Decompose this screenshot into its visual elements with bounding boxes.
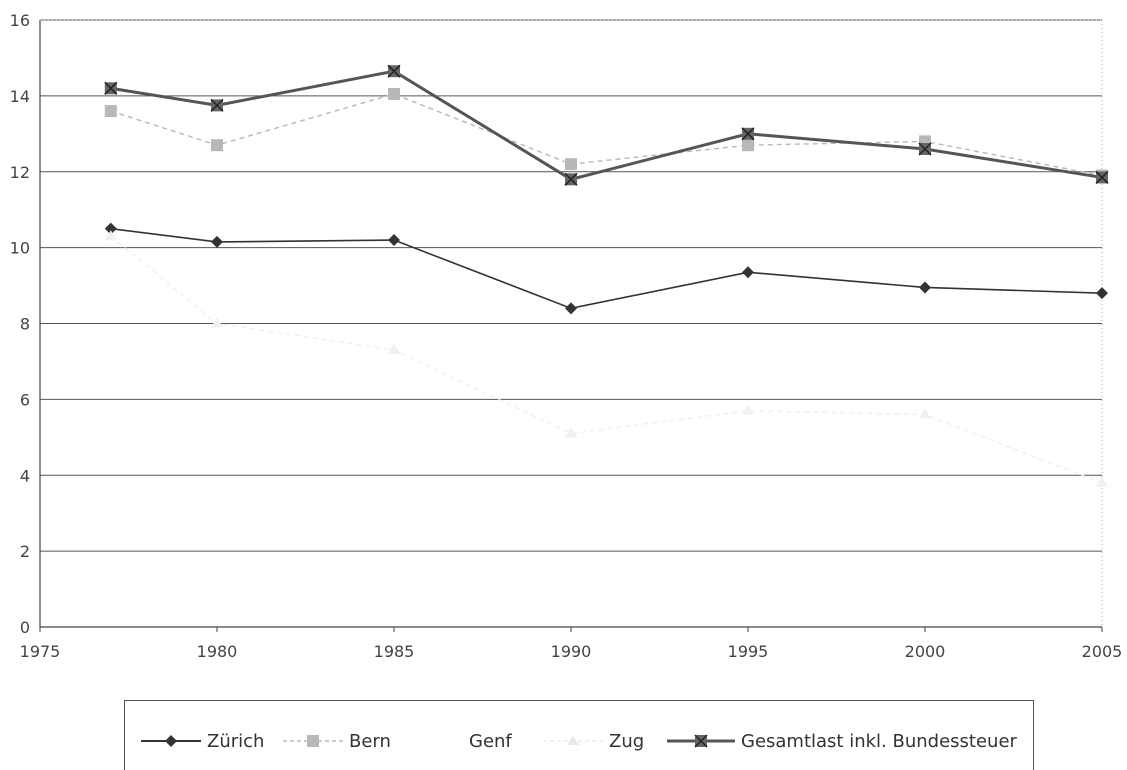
point-gesamtlast-inkl-bundessteuer-cross xyxy=(104,81,118,95)
point-z-rich xyxy=(388,234,400,247)
y-tick-label: 10 xyxy=(10,239,30,258)
series-line-gesamtlast-inkl-bundessteuer xyxy=(110,69,1103,181)
point-bern xyxy=(742,139,754,152)
x-tick-label: 1975 xyxy=(20,642,61,661)
legend-label-genf: Genf xyxy=(469,730,512,752)
legend-item-bern: Bern xyxy=(281,729,391,753)
series-line-z-rich xyxy=(110,227,1103,310)
x-tick-label: 2005 xyxy=(1082,642,1123,661)
point-zug xyxy=(388,344,400,355)
point-gesamtlast-inkl-bundessteuer-cross xyxy=(918,142,932,156)
y-tick-labels: 0 2 4 6 8 10 12 14 16 xyxy=(10,11,30,637)
series-line-bern xyxy=(110,93,1103,177)
legend-marker-bern xyxy=(283,735,343,747)
point-bern xyxy=(565,158,577,171)
x-tick-label: 1990 xyxy=(551,642,592,661)
legend-item-zug: Zug xyxy=(541,729,644,753)
point-bern xyxy=(104,105,117,118)
axes xyxy=(39,19,1103,632)
legend-item-gesamtlast: Gesamtlast inkl. Bundessteuer xyxy=(665,729,1017,753)
point-z-rich xyxy=(1096,287,1108,300)
x-tick-label: 1995 xyxy=(728,642,769,661)
point-z-rich xyxy=(919,281,931,294)
legend-marker-genf xyxy=(401,731,465,751)
y-tick-label: 8 xyxy=(20,315,30,334)
legend-label-zurich: Zürich xyxy=(207,730,265,752)
x-tick-label: 1985 xyxy=(374,642,415,661)
legend-marker-zug xyxy=(543,736,603,745)
line-chart: 0 2 4 6 8 10 12 14 16 1975 1980 1985 1990 1995 2000 20… xyxy=(10,11,1123,661)
point-z-rich xyxy=(565,302,577,315)
point-bern xyxy=(388,87,400,100)
legend-label-gesamtlast: Gesamtlast inkl. Bundessteuer xyxy=(741,730,1017,752)
y-tick-label: 14 xyxy=(10,87,30,106)
legend-item-genf: Genf xyxy=(401,729,512,753)
series-lines xyxy=(104,64,1109,487)
legend-marker-gesamtlast xyxy=(667,734,735,748)
series-line-zug xyxy=(110,235,1103,484)
y-tick-label: 16 xyxy=(10,11,30,30)
point-z-rich xyxy=(742,266,754,279)
y-tick-label: 0 xyxy=(20,618,30,637)
point-gesamtlast-inkl-bundessteuer-cross xyxy=(564,172,578,186)
y-tick-label: 12 xyxy=(10,163,30,182)
y-tick-label: 2 xyxy=(20,542,30,561)
point-zug xyxy=(919,408,931,419)
point-zug xyxy=(1096,476,1108,487)
point-gesamtlast-inkl-bundessteuer-cross xyxy=(1095,170,1109,184)
x-tick-label: 2000 xyxy=(905,642,946,661)
x-tick-label: 1980 xyxy=(197,642,238,661)
point-gesamtlast-inkl-bundessteuer-cross xyxy=(210,98,224,112)
x-tick-labels: 1975 1980 1985 1990 1995 2000 2005 xyxy=(20,642,1123,661)
point-zug xyxy=(565,427,577,438)
point-z-rich xyxy=(104,222,117,235)
point-zug xyxy=(742,404,754,415)
point-zug xyxy=(104,230,117,241)
point-gesamtlast-inkl-bundessteuer-cross xyxy=(741,127,755,141)
y-tick-label: 6 xyxy=(20,390,30,409)
point-zug xyxy=(211,317,223,328)
legend-marker-zurich xyxy=(141,735,201,747)
point-bern xyxy=(211,139,223,152)
legend: Zürich Bern Genf Zug Gesamtlast inkl. Bu… xyxy=(124,700,1034,770)
point-z-rich xyxy=(211,235,223,248)
point-gesamtlast-inkl-bundessteuer-cross xyxy=(387,64,401,78)
legend-label-zug: Zug xyxy=(609,730,645,752)
y-tick-label: 4 xyxy=(20,466,30,485)
legend-label-bern: Bern xyxy=(349,730,391,752)
gridlines xyxy=(40,19,1102,552)
legend-item-zurich: Zürich xyxy=(139,729,264,753)
